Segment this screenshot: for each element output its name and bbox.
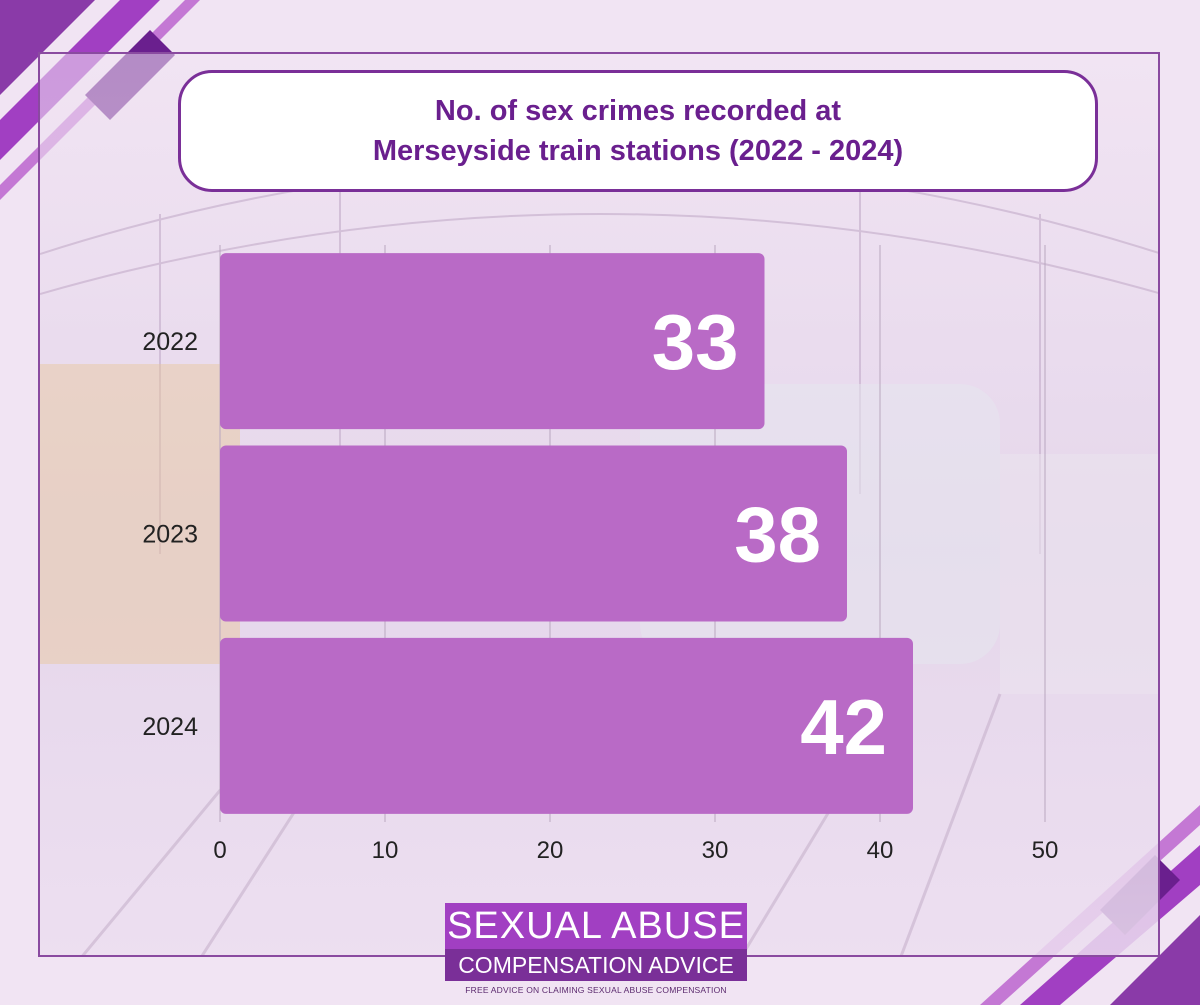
y-category-label: 2024 <box>142 713 198 741</box>
x-tick-label: 10 <box>372 837 399 864</box>
logo: SEXUAL ABUSE COMPENSATION ADVICE FREE AD… <box>445 903 747 995</box>
x-tick-label: 50 <box>1032 837 1059 864</box>
bar-data-label: 38 <box>734 491 821 579</box>
x-tick-label: 20 <box>537 837 564 864</box>
chart-title-box: No. of sex crimes recorded at Merseyside… <box>178 70 1098 192</box>
logo-line-1: SEXUAL ABUSE <box>445 903 747 949</box>
chart-title-line-2: Merseyside train stations (2022 - 2024) <box>372 135 904 167</box>
x-tick-label: 30 <box>702 837 729 864</box>
bar <box>220 445 847 622</box>
bar <box>220 253 765 430</box>
y-category-label: 2023 <box>142 521 198 549</box>
y-category-label: 2022 <box>142 328 198 356</box>
bar-data-label: 33 <box>652 298 739 386</box>
bar-data-label: 42 <box>800 683 887 771</box>
x-tick-label: 40 <box>867 837 894 864</box>
bar <box>220 637 913 814</box>
logo-line-2: COMPENSATION ADVICE <box>445 949 747 981</box>
logo-tagline: FREE ADVICE ON CLAIMING SEXUAL ABUSE COM… <box>465 985 727 995</box>
x-tick-label: 0 <box>213 837 226 864</box>
chart-title-line-1: No. of sex crimes recorded at <box>434 95 842 127</box>
